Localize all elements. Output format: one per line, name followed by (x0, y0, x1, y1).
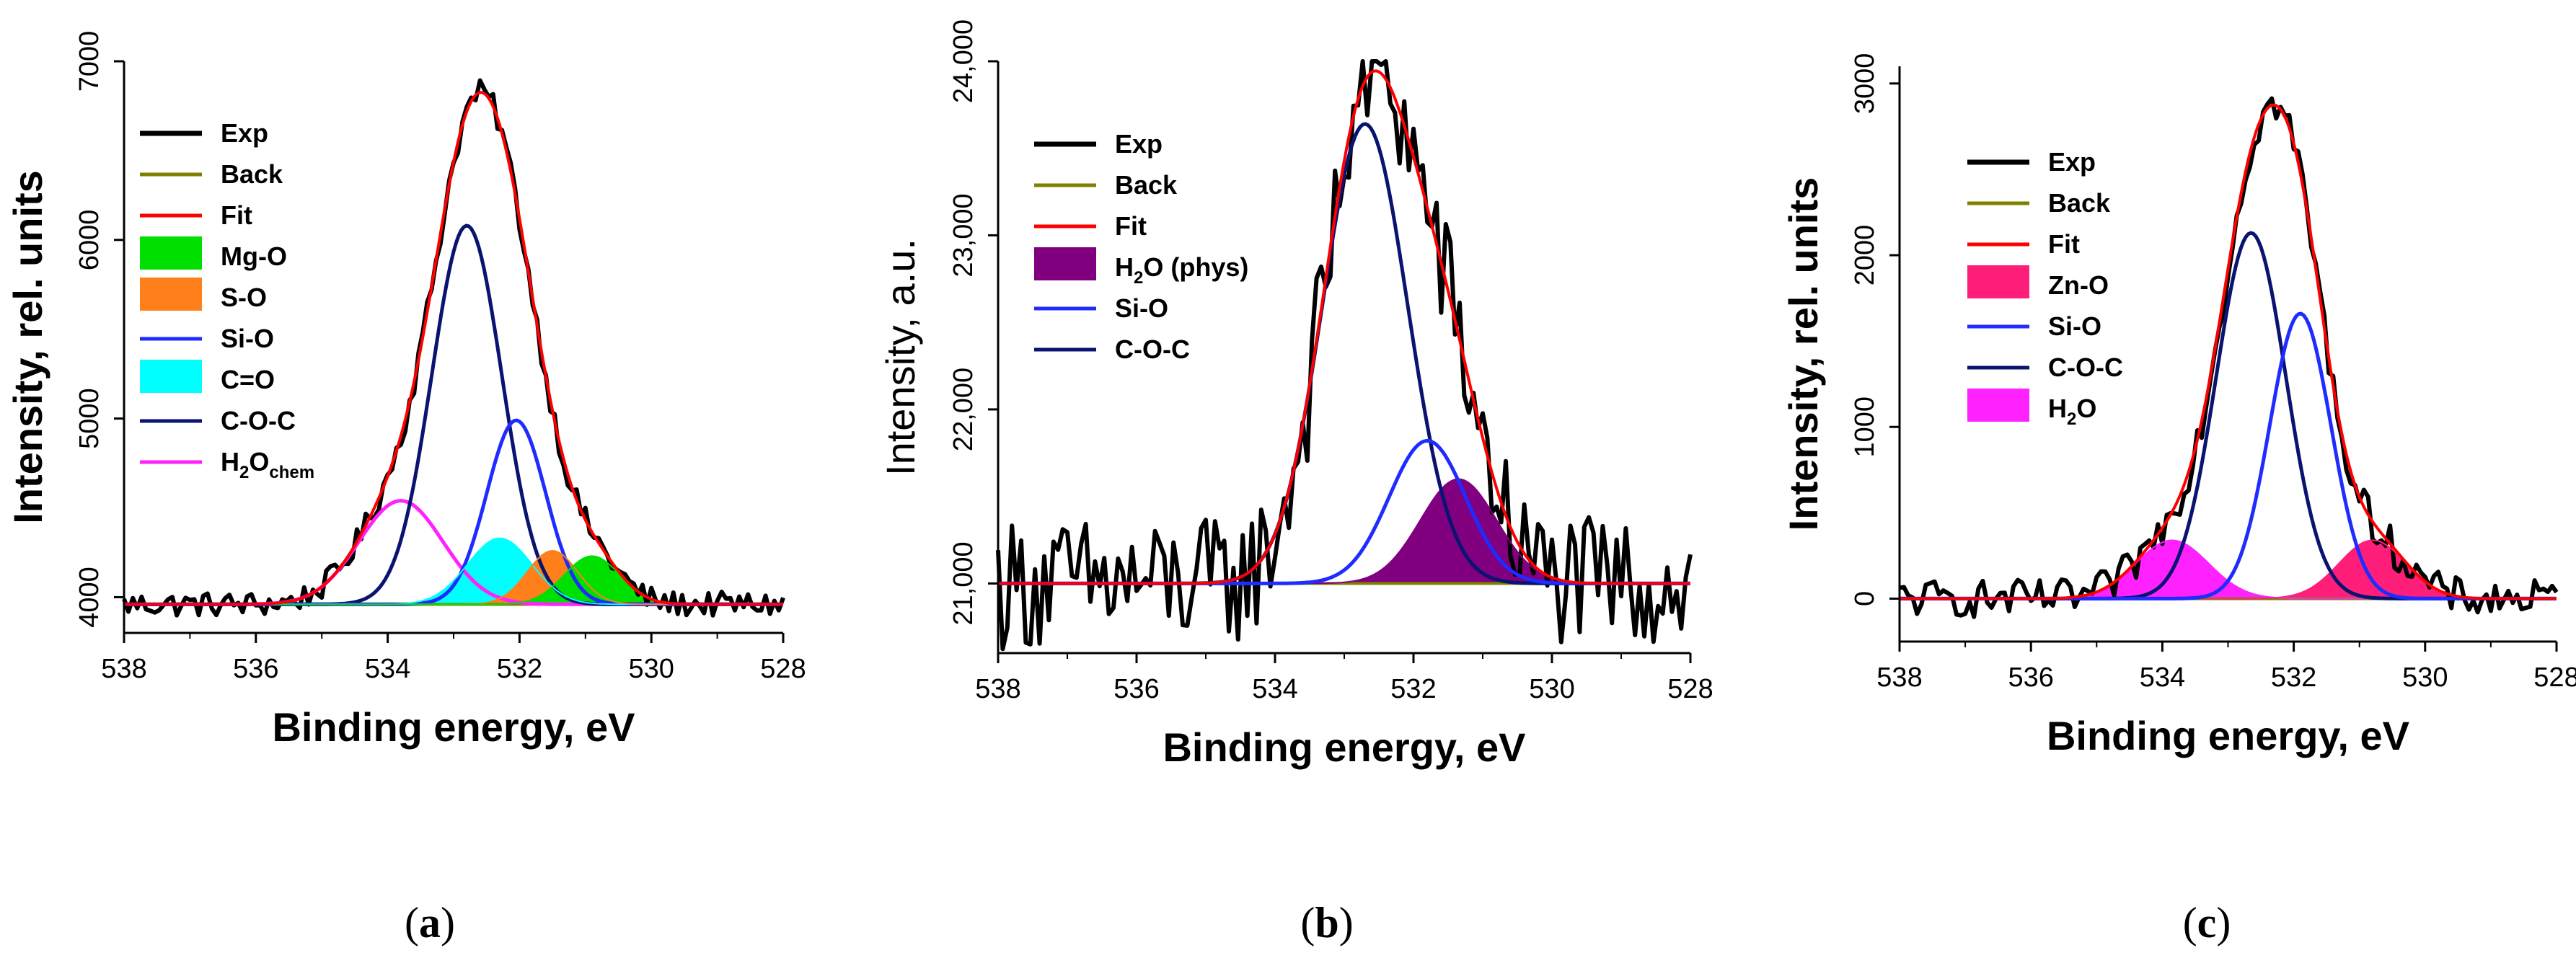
y-tick-label: 23,000 (948, 193, 979, 277)
y-tick-label: 7000 (74, 31, 105, 92)
panel-caption: (b) (1300, 899, 1353, 946)
x-tick-label: 538 (975, 674, 1020, 704)
x-tick-label: 534 (1252, 674, 1297, 704)
legend-symbol-mgo (140, 236, 202, 270)
panel-caption: (a) (405, 899, 455, 946)
x-tick-label: 536 (1113, 674, 1159, 704)
y-tick-label: 24,000 (948, 19, 979, 103)
y-tick-label: 3000 (1850, 53, 1880, 115)
legend-label-coc: C-O-C (1115, 334, 1190, 364)
x-tick-label: 532 (1390, 674, 1436, 704)
legend-label-h2o_phys: H2O (phys) (1115, 252, 1248, 288)
panel-caption: (c) (2183, 899, 2231, 946)
x-tick-label: 536 (2008, 662, 2053, 693)
x-tick-label: 530 (1529, 674, 1574, 704)
component-fill-mgo (124, 556, 783, 605)
legend-label-h2o: H2O (2048, 394, 2096, 429)
x-axis-label: Binding energy, eV (1163, 724, 1525, 770)
legend-label-coc: C-O-C (2048, 353, 2123, 382)
x-tick-label: 534 (2140, 662, 2185, 693)
y-tick-label: 0 (1850, 591, 1880, 606)
fit-curve (998, 69, 1690, 585)
y-tick-label: 21,000 (948, 541, 979, 625)
y-tick-label: 4000 (74, 567, 105, 628)
y-tick-label: 22,000 (948, 368, 979, 451)
x-tick-label: 528 (760, 654, 806, 684)
component-line-sio (1900, 311, 2557, 600)
legend: Exp Back Fit H2O (phys) Si-O C-O-C (1034, 129, 1248, 364)
legend-label-h2o_chem: H2Ochem (221, 447, 314, 482)
legend-label-mgo: Mg-O (221, 241, 287, 271)
legend-symbol-h2o (1967, 389, 2029, 422)
x-tick-label: 538 (101, 654, 146, 684)
y-tick-label: 1000 (1850, 396, 1880, 458)
y-tick-label: 5000 (74, 388, 105, 449)
x-tick-label: 530 (628, 654, 674, 684)
legend-label-fit: Fit (2048, 229, 2080, 259)
exp-curve (1899, 96, 2559, 619)
legend-symbol-h2o_phys (1034, 247, 1096, 280)
legend-label-sio: Si-O (2048, 311, 2101, 341)
legend-label-zno: Zn-O (2048, 270, 2109, 300)
y-axis-label: Intensity, rel. units (1781, 177, 1826, 531)
fit-curve (124, 91, 783, 606)
legend-label-exp: Exp (221, 118, 268, 148)
x-axis-label: Binding energy, eV (2047, 713, 2409, 758)
x-tick-label: 534 (365, 654, 410, 684)
legend: Exp Back Fit Zn-O Si-O C-O-C H2O (1967, 147, 2123, 429)
component-line-coc (998, 122, 1690, 585)
y-axis-label: Intensity, a.u. (878, 239, 923, 476)
legend-label-back: Back (1115, 170, 1178, 200)
fit-curve (1900, 103, 2557, 600)
component-fill-h2o_phys (998, 479, 1690, 584)
x-tick-label: 532 (2271, 662, 2316, 693)
legend-label-fit: Fit (1115, 211, 1147, 241)
x-axis-label: Binding energy, eV (272, 704, 635, 750)
x-tick-label: 528 (2533, 662, 2576, 693)
legend-label-exp: Exp (1115, 129, 1163, 159)
legend-symbol-co (140, 360, 202, 393)
legend-label-sio: Si-O (221, 324, 274, 353)
panel-c: 538 536 534 532 530 528 0 1000 2000 3000 Binding e… (1781, 53, 2576, 946)
legend-label-coc: C-O-C (221, 406, 296, 435)
legend-label-back: Back (221, 159, 283, 189)
y-tick-label: 2000 (1850, 225, 1880, 286)
y-tick-label: 6000 (74, 210, 105, 271)
legend-symbol-zno (1967, 265, 2029, 298)
y-axis-label: Intensity, rel. units (5, 170, 50, 524)
component-fill-h2o (1900, 540, 2557, 599)
legend-label-exp: Exp (2048, 147, 2096, 177)
legend-label-fit: Fit (221, 200, 252, 230)
x-tick-label: 528 (1667, 674, 1713, 704)
legend-label-co: C=O (221, 365, 275, 394)
x-tick-label: 532 (497, 654, 542, 684)
legend: Exp Back Fit Mg-O S-O Si-O C=O C-O-C H2Ochem (140, 118, 314, 482)
x-tick-label: 538 (1876, 662, 1922, 693)
panel-a: 538 536 534 532 530 528 4000 5000 6000 7000 Bindin… (5, 31, 806, 946)
exp-curve (996, 59, 1693, 652)
legend-label-sio: Si-O (1115, 293, 1168, 323)
x-tick-label: 536 (233, 654, 278, 684)
legend-label-so: S-O (221, 283, 267, 312)
component-fill-co (124, 538, 783, 605)
legend-label-back: Back (2048, 188, 2111, 218)
x-tick-label: 530 (2402, 662, 2448, 693)
legend-symbol-so (140, 278, 202, 311)
panel-b: 538 536 534 532 530 528 21,000 22,000 23,000 24,0… (878, 19, 1713, 946)
